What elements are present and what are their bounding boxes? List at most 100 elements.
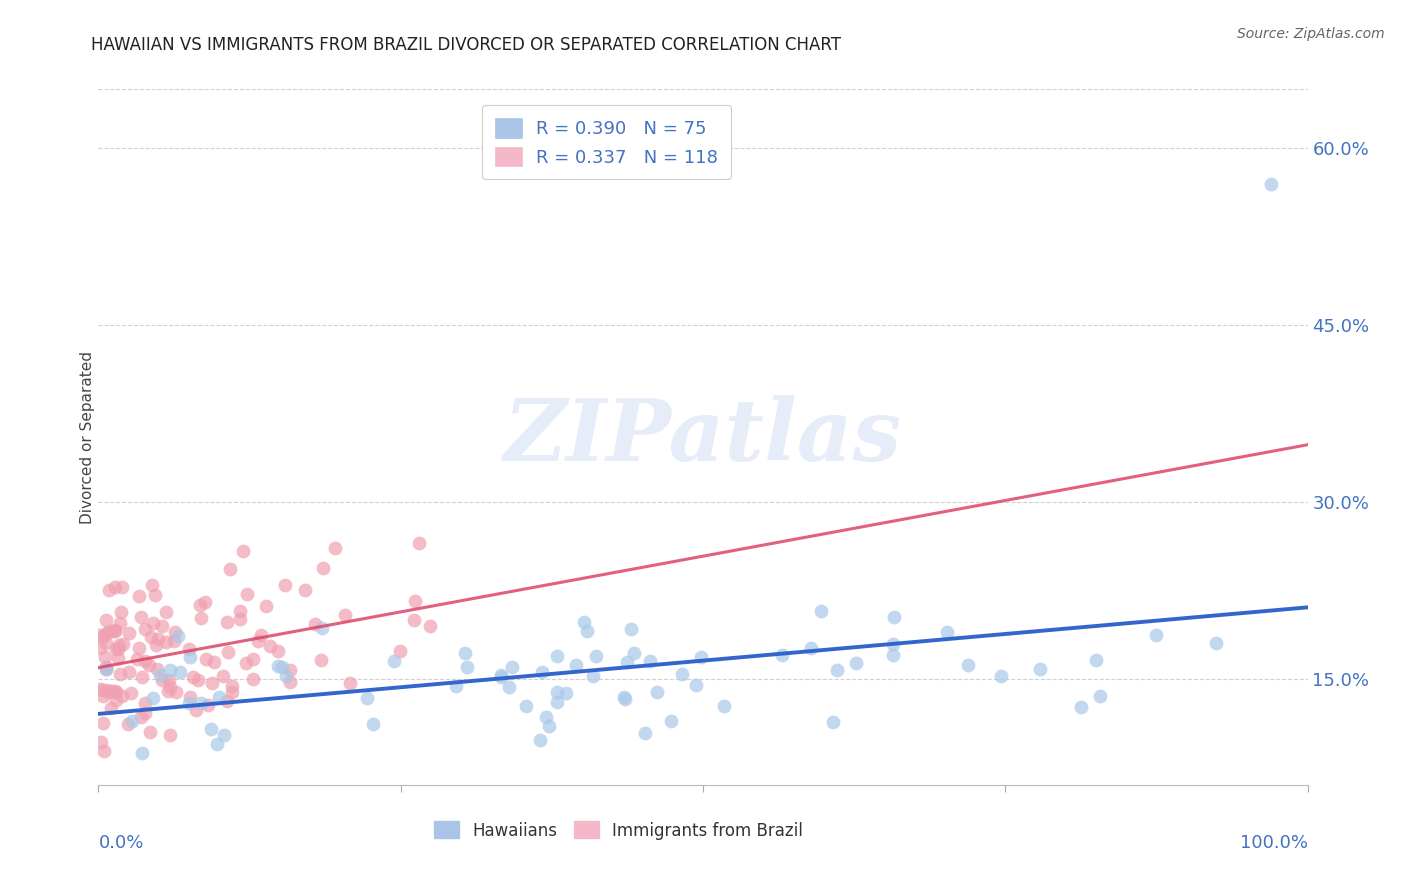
Point [155,605,177,619]
Point [361,716,384,731]
Point [141,631,163,645]
Point [221,685,243,699]
Point [96,682,118,697]
Point [800,640,823,655]
Point [89,681,111,696]
Point [94,626,117,640]
Point [104,685,127,699]
Point [142,690,165,705]
Point [166,630,188,644]
Point [534,710,557,724]
Point [141,577,163,591]
Point [139,724,162,739]
Point [118,665,141,680]
Point [576,624,599,638]
Point [112,637,135,651]
Point [501,660,523,674]
Point [179,696,201,710]
Point [638,654,661,668]
Point [104,624,127,638]
Point [134,696,156,710]
Point [1084,653,1107,667]
Point [108,667,131,681]
Point [129,610,152,624]
Point [120,686,142,700]
Point [104,684,127,698]
Point [645,685,668,699]
Point [93,716,115,731]
Point [104,624,127,638]
Point [150,673,173,687]
Point [190,611,212,625]
Point [101,683,124,698]
Point [882,637,904,651]
Point [90,630,112,644]
Point [278,663,301,677]
Point [770,648,793,663]
Point [128,641,150,656]
Point [143,588,166,602]
Point [107,638,129,652]
Point [402,613,425,627]
Point [1205,636,1227,650]
Point [582,669,605,683]
Point [110,615,132,630]
Point [90,734,112,748]
Point [356,690,378,705]
Point [278,675,301,690]
Point [211,668,233,682]
Point [131,670,153,684]
Point [323,541,346,555]
Point [121,714,143,728]
Text: 0.0%: 0.0% [98,834,143,852]
Point [232,544,254,558]
Point [882,648,904,662]
Point [184,703,207,717]
Point [197,698,219,712]
Point [188,598,211,612]
Point [825,663,848,677]
Point [212,728,235,742]
Y-axis label: Divorced or Separated: Divorced or Separated [80,351,94,524]
Point [565,658,588,673]
Text: ZIPatlas: ZIPatlas [503,395,903,479]
Point [616,656,638,670]
Point [235,587,257,601]
Point [990,669,1012,683]
Point [89,640,111,655]
Point [531,665,554,679]
Point [169,665,191,679]
Point [623,646,645,660]
Point [128,589,150,603]
Point [312,561,335,575]
Point [217,645,239,659]
Point [134,706,156,720]
Point [194,595,217,609]
Point [148,632,170,646]
Point [555,686,578,700]
Legend: Hawaiians, Immigrants from Brazil: Hawaiians, Immigrants from Brazil [427,814,810,847]
Point [489,670,512,684]
Point [190,696,212,710]
Point [217,693,239,707]
Point [163,634,186,648]
Point [713,699,735,714]
Point [157,683,180,698]
Point [131,747,153,761]
Point [845,656,868,670]
Point [498,680,520,694]
Point [546,685,568,699]
Point [276,668,298,682]
Point [229,604,252,618]
Point [274,578,297,592]
Point [159,673,181,687]
Point [94,636,117,650]
Point [104,580,127,594]
Point [159,681,181,695]
Point [339,675,361,690]
Point [936,625,959,640]
Point [100,700,122,714]
Point [382,654,405,668]
Point [127,652,149,666]
Point [93,744,115,758]
